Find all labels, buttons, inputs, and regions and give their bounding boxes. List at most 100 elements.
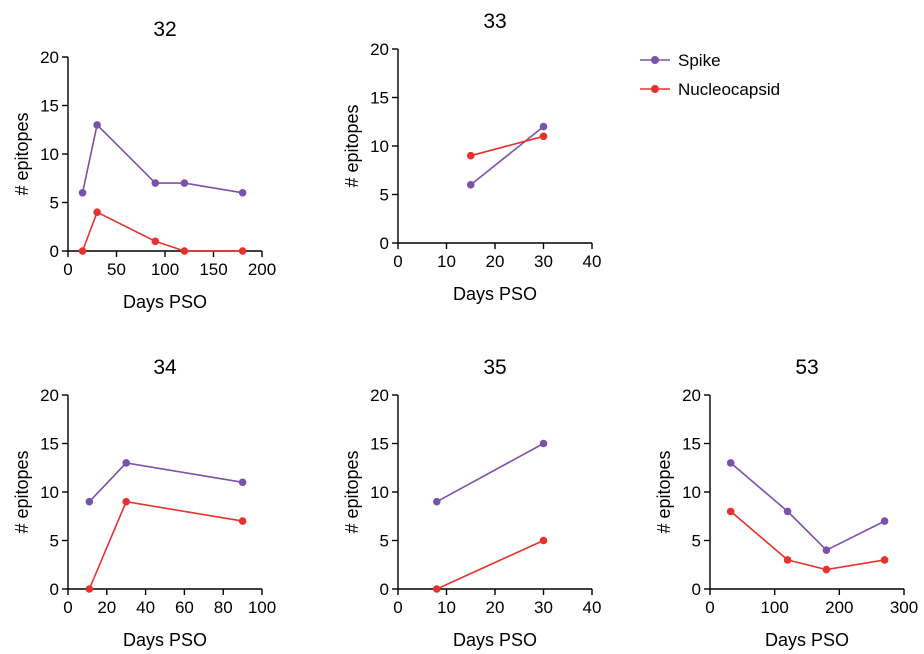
y-axis-label: # epitopes xyxy=(12,112,32,195)
x-axis-label: Days PSO xyxy=(123,630,207,650)
x-tick-label: 10 xyxy=(437,598,456,617)
panel-title: 33 xyxy=(483,10,506,33)
x-tick-label: 200 xyxy=(825,598,853,617)
data-point-spike xyxy=(466,181,475,189)
data-point-nucleocapsid xyxy=(122,497,130,506)
y-tick-label: 5 xyxy=(50,532,59,551)
y-tick-label: 5 xyxy=(380,186,389,205)
x-tick-label: 40 xyxy=(136,598,155,617)
y-tick-label: 15 xyxy=(370,89,389,108)
series-line-nucleocapsid xyxy=(730,510,885,571)
legend-label-spike: Spike xyxy=(678,51,721,70)
y-tick-label: 15 xyxy=(682,435,701,454)
legend-svg: Spike Nucleocapsid xyxy=(640,51,780,99)
series-line-nucleocapsid xyxy=(88,500,243,590)
data-point-nucleocapsid xyxy=(238,517,247,525)
y-tick-label: 20 xyxy=(40,386,59,405)
data-point-spike xyxy=(151,179,160,187)
x-tick-label: 200 xyxy=(248,260,276,279)
series-line-spike xyxy=(730,462,885,552)
legend-marker-spike xyxy=(651,56,659,64)
x-tick-label: 0 xyxy=(705,598,714,617)
y-tick-label: 15 xyxy=(40,435,59,454)
data-point-nucleocapsid xyxy=(822,565,831,574)
legend-item-spike: Spike xyxy=(640,51,721,70)
y-tick-label: 10 xyxy=(370,137,389,156)
y-tick-label: 0 xyxy=(380,234,389,253)
x-tick-label: 100 xyxy=(248,598,276,617)
y-tick-label: 20 xyxy=(682,386,701,405)
y-tick-label: 10 xyxy=(40,483,59,502)
x-tick-label: 300 xyxy=(890,598,918,617)
series-line-nucleocapsid xyxy=(470,135,544,157)
y-tick-label: 10 xyxy=(370,483,389,502)
panel-33: 33 0 5 10 15 20 0 10 20 30 40 Days PSO # epitopes xyxy=(342,10,601,304)
x-axis-label: Days PSO xyxy=(453,630,537,650)
y-axis-label: # epitopes xyxy=(654,450,674,533)
y-tick-label: 5 xyxy=(380,532,389,551)
x-tick-label: 0 xyxy=(393,252,402,271)
y-tick-label: 0 xyxy=(380,580,389,599)
y-tick-label: 0 xyxy=(50,580,59,599)
y-tick-label: 10 xyxy=(40,145,59,164)
series-line-spike xyxy=(81,123,243,194)
panel-34: 34 0 5 10 15 20 0 20 40 60 80 100 Days PSO # epitopes xyxy=(12,356,276,650)
x-axis-label: Days PSO xyxy=(765,630,849,650)
panel-title: 32 xyxy=(153,18,176,41)
data-point-spike xyxy=(93,121,101,129)
x-tick-label: 30 xyxy=(534,598,553,617)
x-tick-label: 10 xyxy=(437,252,456,271)
data-point-spike xyxy=(822,546,831,554)
x-tick-label: 40 xyxy=(583,598,602,617)
data-point-nucleocapsid xyxy=(180,247,189,255)
x-tick-label: 40 xyxy=(583,252,602,271)
panel-title: 34 xyxy=(153,356,177,379)
data-point-nucleocapsid xyxy=(433,585,441,593)
x-tick-label: 80 xyxy=(214,598,233,617)
y-axis-label: # epitopes xyxy=(342,450,362,533)
panel-35: 35 0 5 10 15 20 0 10 20 30 40 Days PSO # epitopes xyxy=(342,356,601,650)
data-point-nucleocapsid xyxy=(466,151,475,160)
data-point-spike xyxy=(180,179,189,187)
data-point-nucleocapsid xyxy=(151,237,160,246)
x-tick-label: 150 xyxy=(199,260,227,279)
series-line-spike xyxy=(436,442,544,503)
x-axis-label: Days PSO xyxy=(123,292,207,312)
y-tick-label: 0 xyxy=(50,242,59,261)
data-point-spike xyxy=(783,507,792,516)
x-tick-label: 0 xyxy=(63,260,72,279)
x-tick-label: 20 xyxy=(486,252,505,271)
x-tick-label: 100 xyxy=(151,260,179,279)
x-tick-label: 0 xyxy=(63,598,72,617)
data-point-nucleocapsid xyxy=(880,556,889,564)
data-point-spike xyxy=(539,439,548,448)
y-axis-label: # epitopes xyxy=(12,450,32,533)
y-tick-label: 0 xyxy=(692,580,701,599)
data-point-spike xyxy=(85,497,94,506)
panel-title: 53 xyxy=(795,356,818,379)
data-point-spike xyxy=(238,478,247,487)
data-point-nucleocapsid xyxy=(93,208,101,216)
x-tick-label: 100 xyxy=(760,598,788,617)
legend: Spike Nucleocapsid xyxy=(640,48,840,113)
y-axis-label: # epitopes xyxy=(342,104,362,187)
y-tick-label: 5 xyxy=(50,194,59,213)
data-point-nucleocapsid xyxy=(85,585,94,593)
x-tick-label: 30 xyxy=(534,252,553,271)
y-tick-label: 15 xyxy=(370,435,389,454)
series-line-nucleocapsid xyxy=(436,539,544,590)
data-point-nucleocapsid xyxy=(539,536,548,545)
series-line-spike xyxy=(470,125,544,186)
data-point-nucleocapsid xyxy=(726,507,735,516)
series-line-nucleocapsid xyxy=(81,211,243,252)
data-point-spike xyxy=(433,497,441,506)
x-tick-label: 60 xyxy=(175,598,194,617)
y-tick-label: 20 xyxy=(370,386,389,405)
legend-label-nucleocapsid: Nucleocapsid xyxy=(678,80,780,99)
x-tick-label: 20 xyxy=(97,598,116,617)
y-tick-label: 20 xyxy=(370,40,389,59)
data-point-nucleocapsid xyxy=(78,247,87,255)
data-point-spike xyxy=(78,189,87,197)
